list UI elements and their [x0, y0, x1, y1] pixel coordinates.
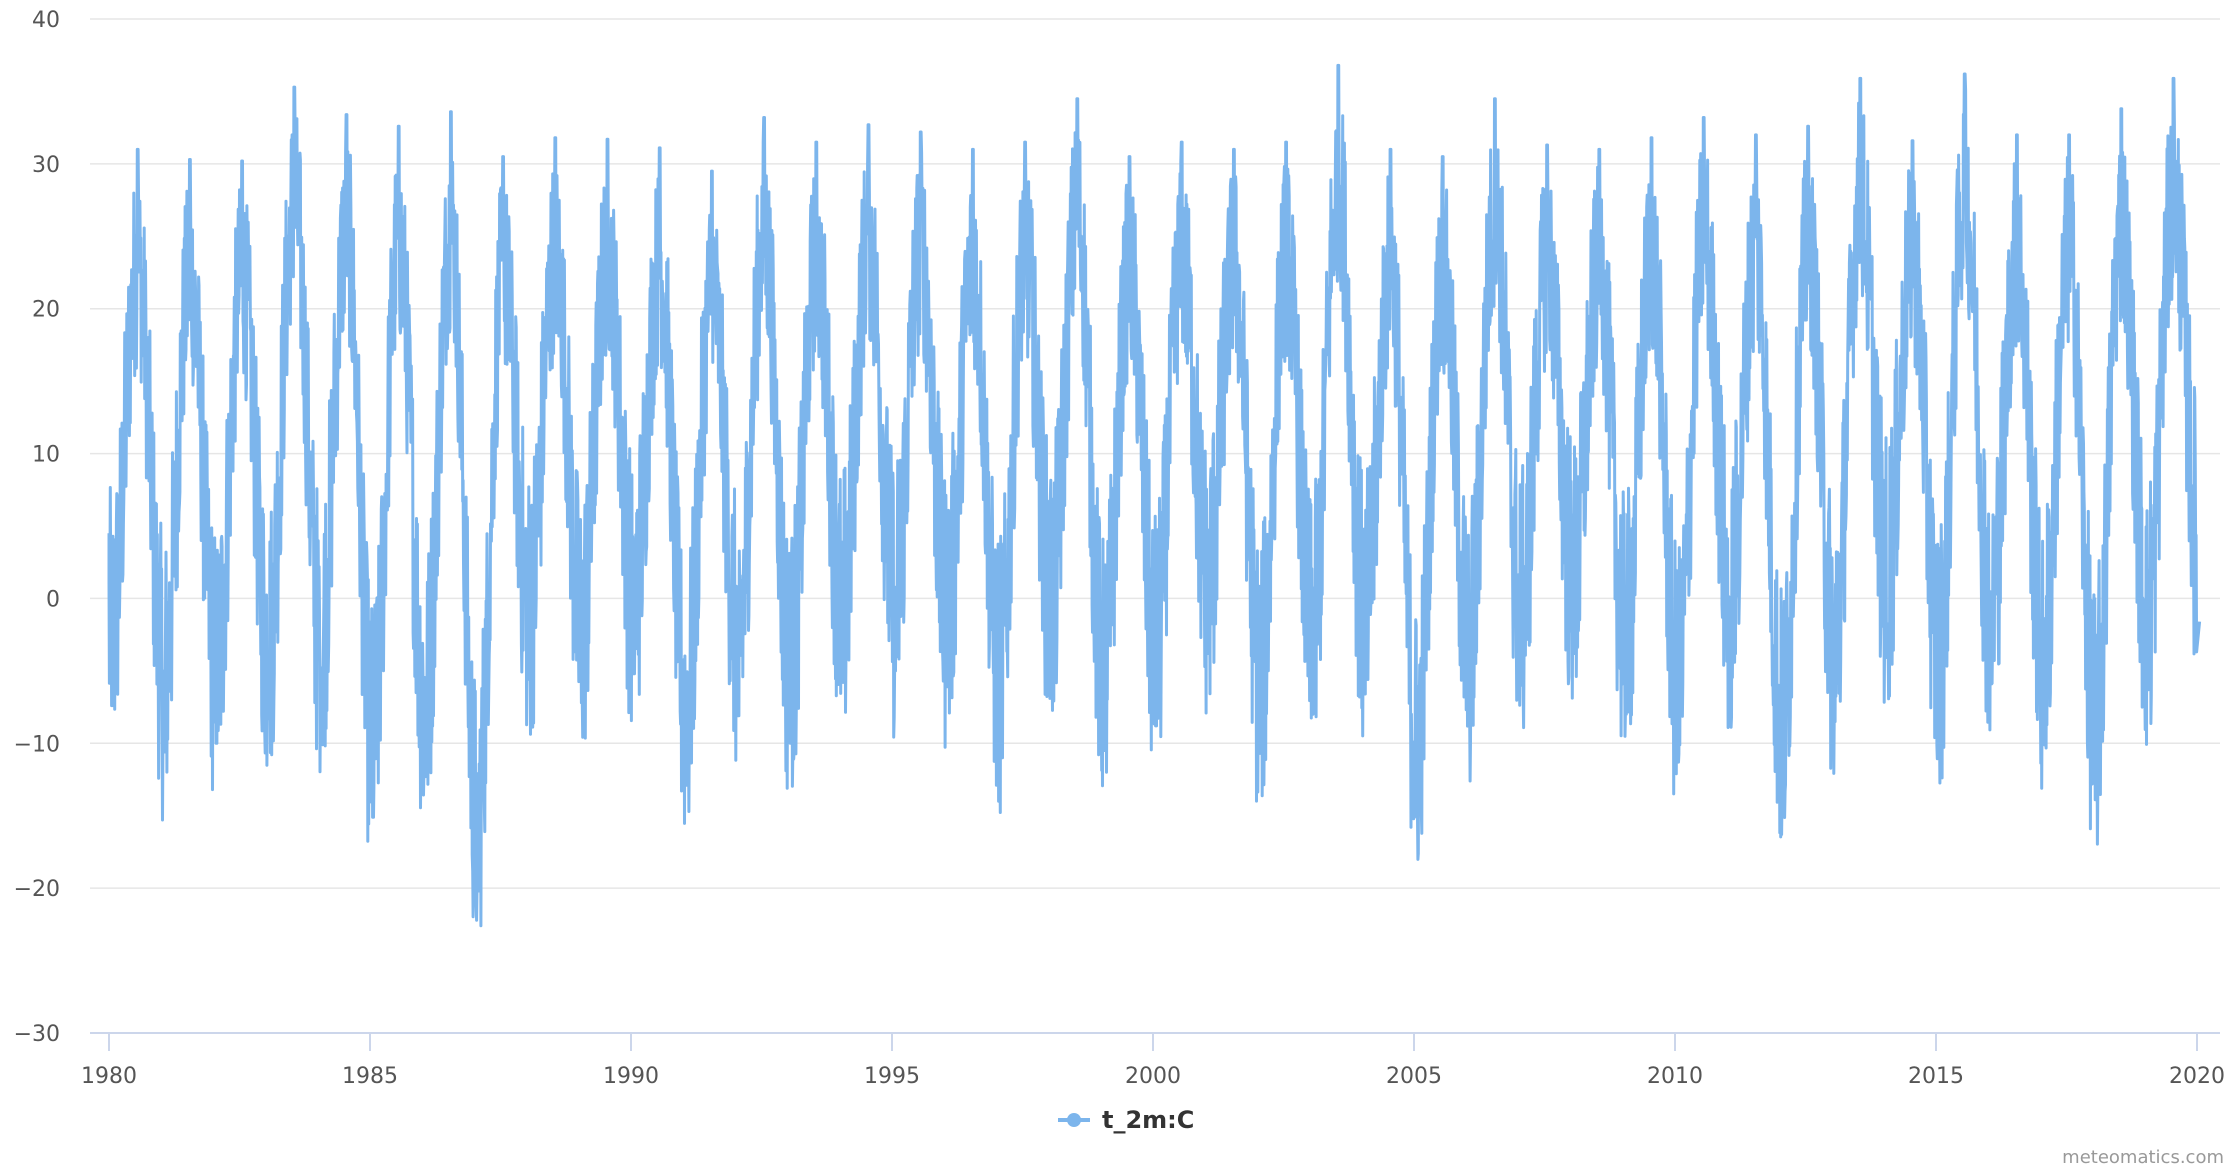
- x-axis-tick-labels: 1980 1985 1990 1995 2000 2005 2010 2015 2020: [81, 1064, 2225, 1089]
- y-tick-label: 10: [32, 443, 60, 468]
- series-line-t2m[interactable]: [107, 63, 2202, 928]
- legend-marker-swatch: [1067, 1113, 1081, 1127]
- y-tick-label: 40: [32, 8, 60, 33]
- y-tick-label: 20: [32, 298, 60, 323]
- x-tick-label: 2015: [1908, 1064, 1964, 1089]
- y-tick-label: −30: [14, 1022, 60, 1047]
- y-axis-tick-labels: 40 30 20 10 0 −10 −20 −30: [14, 8, 60, 1047]
- y-tick-label: 30: [32, 153, 60, 178]
- line-with-circle-marker-icon: [1058, 1113, 1090, 1127]
- x-tick-label: 1990: [603, 1064, 659, 1089]
- y-tick-label: 0: [46, 587, 60, 612]
- x-tick-label: 2020: [2169, 1064, 2225, 1089]
- x-tick-label: 2005: [1386, 1064, 1442, 1089]
- y-tick-label: −20: [14, 877, 60, 902]
- legend-item-t2m[interactable]: t_2m:C: [1058, 1106, 1194, 1134]
- x-tick-label: 1985: [342, 1064, 398, 1089]
- x-tick-label: 2010: [1647, 1064, 1703, 1089]
- x-tick-label: 1980: [81, 1064, 137, 1089]
- x-axis-ticks: [108, 1033, 2198, 1051]
- legend-label: t_2m:C: [1102, 1106, 1195, 1134]
- x-tick-label: 2000: [1125, 1064, 1181, 1089]
- y-tick-label: −10: [14, 732, 60, 757]
- series-t2m[interactable]: [107, 63, 2202, 928]
- x-tick-label: 1995: [864, 1064, 920, 1089]
- credits-link[interactable]: meteomatics.com: [2062, 1147, 2224, 1168]
